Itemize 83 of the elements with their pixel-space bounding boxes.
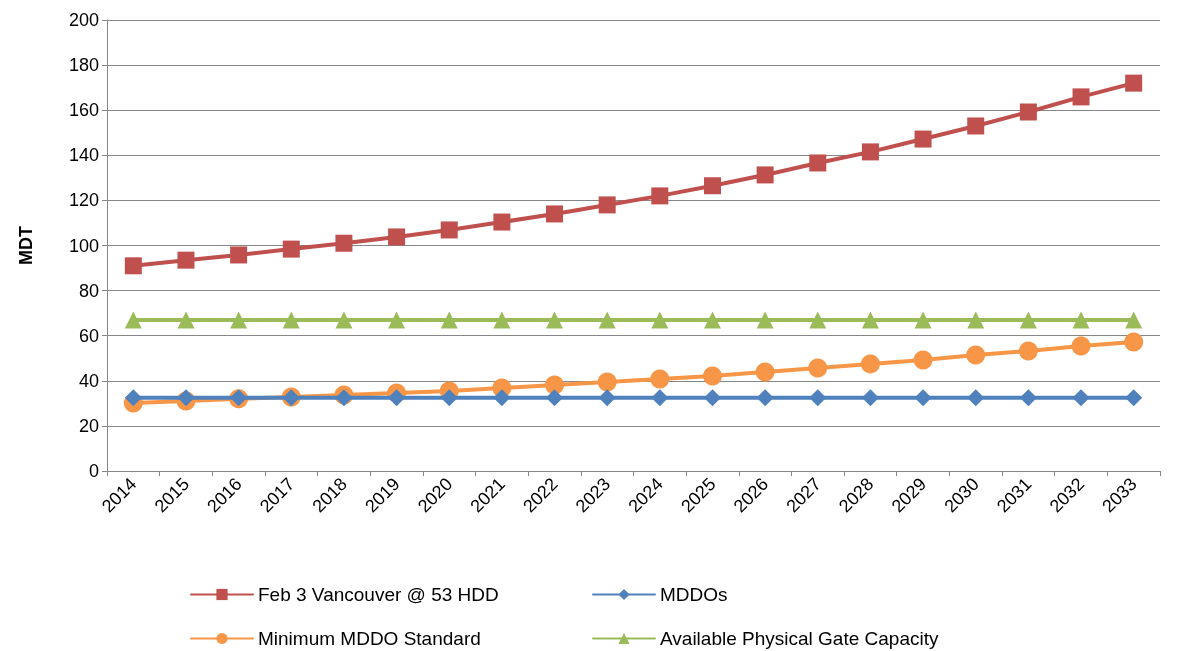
point bbox=[650, 369, 670, 389]
point bbox=[861, 389, 879, 407]
y-tick-label: 0 bbox=[88, 461, 99, 481]
point bbox=[1071, 336, 1091, 356]
point bbox=[1072, 389, 1090, 407]
point bbox=[124, 257, 142, 275]
point bbox=[598, 389, 616, 407]
point bbox=[913, 350, 933, 370]
point bbox=[230, 246, 248, 264]
point bbox=[861, 311, 879, 329]
legend-label: Minimum MDDO Standard bbox=[258, 628, 481, 649]
point bbox=[388, 389, 406, 407]
legend-label: Feb 3 Vancouver @ 53 HDD bbox=[258, 584, 499, 605]
point bbox=[703, 311, 721, 329]
point bbox=[1019, 103, 1037, 121]
point bbox=[914, 130, 932, 148]
point bbox=[861, 143, 879, 161]
point bbox=[546, 205, 564, 223]
point bbox=[1125, 389, 1143, 407]
point bbox=[440, 389, 458, 407]
point bbox=[493, 213, 511, 231]
point bbox=[967, 389, 985, 407]
y-tick-label: 180 bbox=[68, 55, 99, 76]
point bbox=[756, 389, 774, 407]
point bbox=[1124, 332, 1144, 352]
point bbox=[124, 311, 142, 329]
point bbox=[1125, 74, 1143, 92]
point bbox=[1125, 311, 1143, 329]
point bbox=[1019, 389, 1037, 407]
point bbox=[967, 311, 985, 329]
point bbox=[703, 389, 721, 407]
legend-label: Available Physical Gate Capacity bbox=[660, 628, 939, 649]
point bbox=[1018, 341, 1038, 361]
point bbox=[651, 187, 669, 205]
point bbox=[967, 117, 985, 135]
point bbox=[493, 311, 511, 329]
point bbox=[598, 196, 616, 214]
point bbox=[282, 240, 300, 258]
point bbox=[124, 389, 142, 407]
y-tick-label: 80 bbox=[78, 280, 99, 301]
y-tick-label: 40 bbox=[78, 370, 99, 391]
point bbox=[755, 362, 775, 382]
point bbox=[809, 154, 827, 172]
point bbox=[440, 311, 458, 329]
point bbox=[756, 166, 774, 184]
point bbox=[177, 251, 195, 269]
point bbox=[703, 177, 721, 195]
point bbox=[440, 221, 458, 239]
point bbox=[388, 311, 406, 329]
point bbox=[756, 311, 774, 329]
point bbox=[335, 234, 353, 252]
point bbox=[388, 228, 406, 246]
y-tick-label: 200 bbox=[68, 10, 99, 30]
point bbox=[282, 311, 300, 329]
point bbox=[809, 389, 827, 407]
point bbox=[914, 389, 932, 407]
point bbox=[335, 311, 353, 329]
y-tick-label: 140 bbox=[68, 145, 99, 166]
point bbox=[966, 345, 986, 365]
y-tick-label: 160 bbox=[68, 100, 99, 121]
point bbox=[177, 311, 195, 329]
point bbox=[914, 311, 932, 329]
y-tick-label: 100 bbox=[68, 235, 99, 256]
point bbox=[702, 366, 722, 386]
point bbox=[598, 311, 616, 329]
point bbox=[1019, 311, 1037, 329]
point bbox=[860, 354, 880, 374]
y-tick-label: 120 bbox=[68, 190, 99, 211]
point bbox=[1072, 88, 1090, 106]
point bbox=[809, 311, 827, 329]
y-axis-title: MDT bbox=[16, 226, 36, 265]
legend-label: MDDOs bbox=[660, 584, 728, 605]
point bbox=[546, 311, 564, 329]
point bbox=[1072, 311, 1090, 329]
y-tick-label: 20 bbox=[78, 415, 99, 436]
point bbox=[230, 311, 248, 329]
point bbox=[651, 311, 669, 329]
point bbox=[651, 389, 669, 407]
point bbox=[546, 389, 564, 407]
point bbox=[808, 358, 828, 378]
y-tick-label: 60 bbox=[78, 325, 99, 346]
point bbox=[493, 389, 511, 407]
point bbox=[597, 372, 617, 392]
